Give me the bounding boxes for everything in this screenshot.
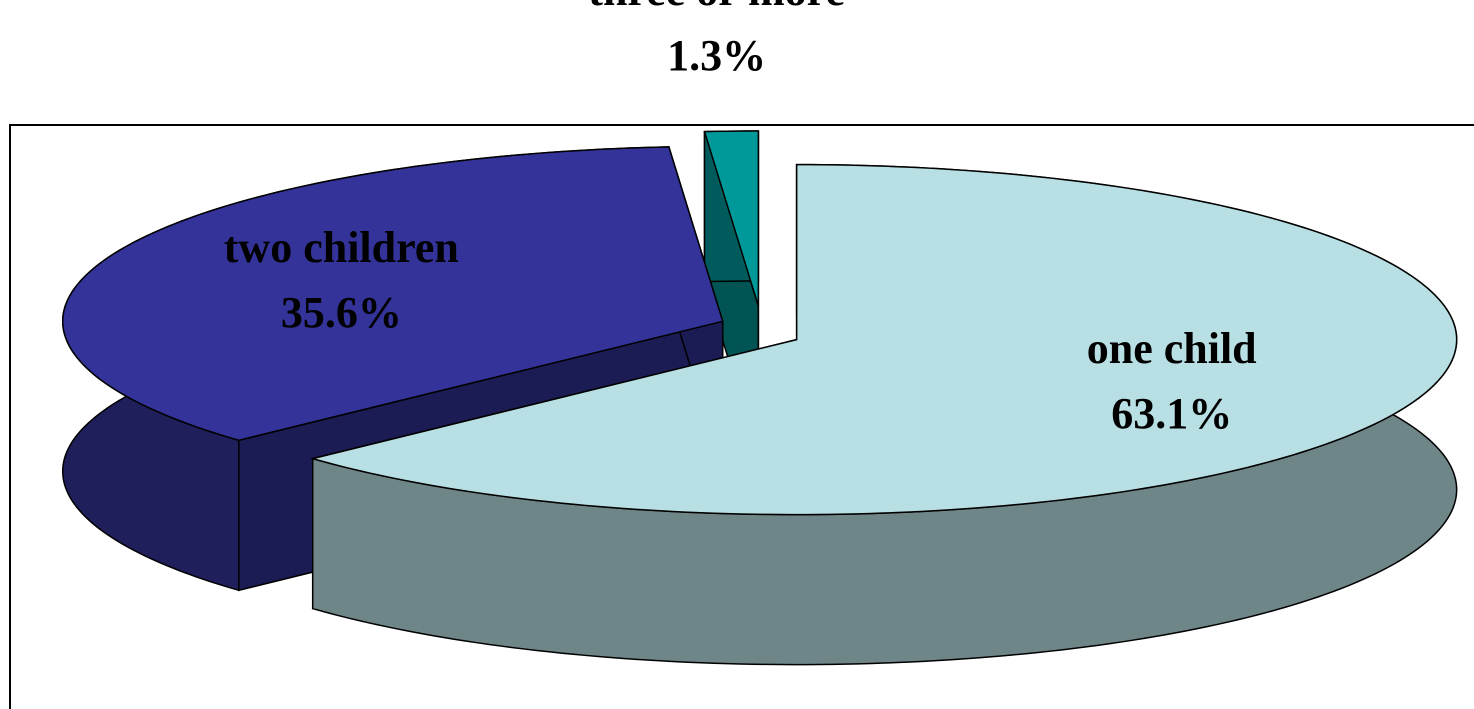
slice-label: two children (224, 223, 459, 272)
slice-label: three or more (588, 0, 845, 15)
slice-label: one child (1087, 324, 1257, 373)
slice (703, 130, 760, 307)
pie (61, 130, 1458, 666)
value-label: 63.1% (1111, 389, 1232, 438)
slice (309, 163, 1458, 516)
slice (61, 146, 724, 442)
value-label: 1.3% (667, 31, 766, 80)
labels: one child 63.1% two children 35.6% three or … (224, 0, 1257, 438)
value-label: 35.6% (281, 288, 402, 337)
plot-frame (9, 124, 1474, 709)
